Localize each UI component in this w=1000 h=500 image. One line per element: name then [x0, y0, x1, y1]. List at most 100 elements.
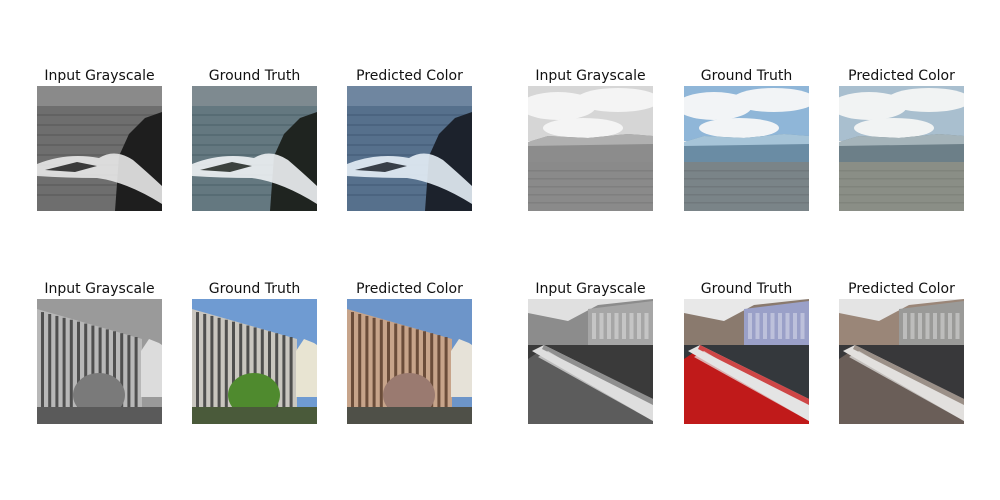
tree: [73, 373, 125, 417]
building-window: [607, 313, 611, 339]
tree: [228, 373, 280, 417]
water-ripple: [839, 194, 964, 196]
water-ripple: [528, 170, 653, 172]
facade-stripe: [282, 335, 286, 409]
facade-stripe: [239, 323, 243, 409]
building-window: [948, 313, 952, 339]
wave-line: [192, 194, 317, 196]
left-structure: [684, 351, 809, 424]
building-window: [778, 313, 782, 339]
facade-stripe: [387, 321, 390, 409]
facade-stripe: [134, 337, 138, 409]
facade-stripe: [365, 315, 369, 409]
building-window: [925, 313, 930, 339]
wave-line: [347, 154, 472, 156]
glacier-ground-truth-image: [684, 86, 809, 211]
facade-stripe: [55, 315, 59, 409]
street-grayscale-image: [528, 299, 653, 424]
facade-stripe: [246, 325, 250, 409]
wave-line: [192, 154, 317, 156]
wave-line: [37, 184, 162, 186]
panel-title: Predicted Color: [848, 68, 955, 84]
facade-stripe: [210, 315, 214, 409]
facade-stripe: [275, 333, 279, 409]
facade-stripe: [105, 329, 109, 409]
wave-line: [192, 134, 317, 136]
facade-stripe: [62, 317, 66, 409]
facade-stripe: [224, 319, 228, 409]
facade-stripe: [41, 312, 44, 409]
building-window: [910, 313, 915, 339]
glacier-top: [528, 134, 653, 146]
wave-line: [347, 184, 472, 186]
building-window: [785, 313, 790, 339]
building-window: [637, 313, 641, 339]
wave-line: [37, 134, 162, 136]
facade-stripe: [91, 325, 95, 409]
panel-title: Ground Truth: [700, 68, 793, 84]
water-ripple: [839, 202, 964, 204]
street-pred-svg: [839, 299, 964, 424]
panel-title: Ground Truth: [208, 68, 301, 84]
facade-stripe: [98, 327, 102, 409]
wave-line: [37, 194, 162, 196]
building-window: [592, 313, 596, 339]
facade-stripe: [372, 317, 376, 409]
wave-line: [37, 154, 162, 156]
facade-stripe: [203, 313, 207, 409]
facade-stripe: [437, 335, 441, 409]
building-window: [748, 313, 752, 339]
building-window: [755, 313, 760, 339]
side-house: [141, 339, 162, 397]
building-window: [614, 313, 619, 339]
wave-line: [37, 114, 162, 116]
buildings-right: [588, 301, 653, 345]
building-window: [918, 313, 922, 339]
coast-ground-truth-image: [192, 86, 317, 211]
water-ripple: [528, 202, 653, 204]
street-predicted-image: [839, 299, 964, 424]
water-ripple: [839, 186, 964, 188]
tree: [383, 373, 435, 417]
wave-line: [347, 124, 472, 126]
handrail-edge: [542, 345, 653, 405]
glacier-gray-svg: [528, 86, 653, 211]
building-ground-truth-image: [192, 299, 317, 424]
building-grayscale-image: [37, 299, 162, 424]
facade-stripe: [408, 327, 412, 409]
cloud: [543, 118, 623, 138]
cloud: [887, 88, 964, 112]
facade-stripe: [217, 317, 221, 409]
wave-line: [192, 144, 317, 146]
facade-stripe: [69, 319, 73, 409]
glacier-grayscale-image: [528, 86, 653, 211]
building-window: [903, 313, 907, 339]
coast-predicted-image: [347, 86, 472, 211]
ground: [192, 407, 317, 424]
water-ripple: [528, 194, 653, 196]
glacier-top: [839, 134, 964, 146]
facade-stripe: [444, 337, 448, 409]
water-ripple: [684, 178, 809, 180]
facade-stripe: [196, 312, 199, 409]
coast-pred-svg: [347, 86, 472, 211]
handrail-lower: [849, 351, 964, 421]
water-ripple: [684, 186, 809, 188]
water-ripple: [839, 170, 964, 172]
facade-stripe: [401, 325, 405, 409]
buildings-right: [744, 301, 809, 345]
foreground-rock: [200, 162, 252, 172]
facade-stripe: [268, 331, 271, 409]
building-window: [599, 313, 604, 339]
facade-stripe: [127, 335, 131, 409]
facade-stripe: [232, 321, 235, 409]
building-window: [629, 313, 634, 339]
building-pred-svg: [347, 299, 472, 424]
buildings-right: [899, 301, 964, 345]
wave-line: [347, 114, 472, 116]
building-predicted-image: [347, 299, 472, 424]
handrail-lower: [694, 351, 809, 421]
wave-line: [192, 184, 317, 186]
facade-stripe: [423, 331, 426, 409]
street-ground-truth-image: [684, 299, 809, 424]
